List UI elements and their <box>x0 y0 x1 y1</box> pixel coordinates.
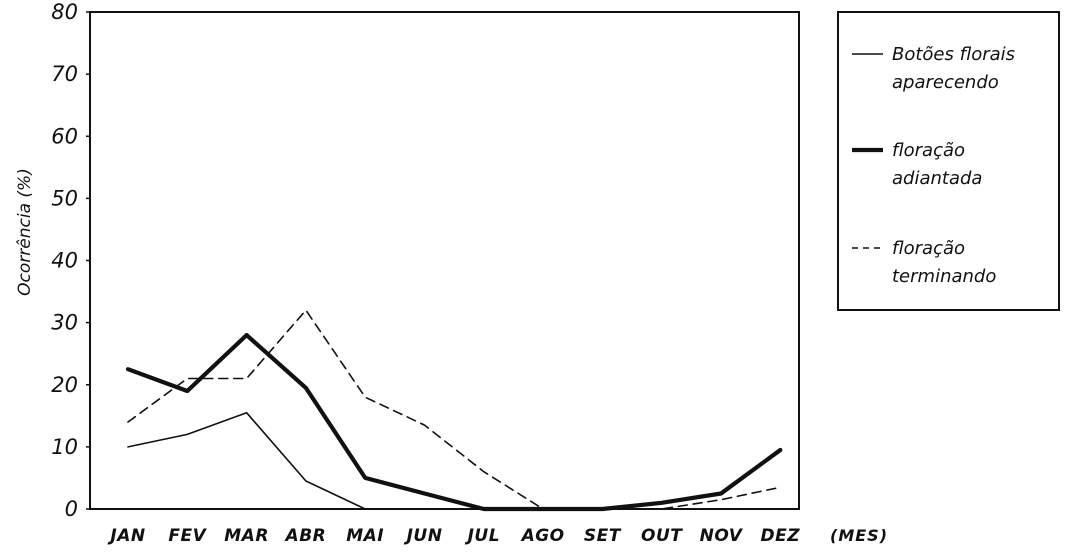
legend-label-2: floração <box>892 140 965 161</box>
y-tick-label: 60 <box>51 124 78 148</box>
plot-frame <box>89 11 800 510</box>
y-tick-label: 10 <box>51 435 78 459</box>
x-tick-label: MAI <box>346 526 384 546</box>
x-tick-label: OUT <box>641 526 683 546</box>
x-tick-label: SET <box>584 526 622 546</box>
x-tick-label: FEV <box>168 526 207 546</box>
y-tick-label: 30 <box>51 311 78 335</box>
y-tick-label: 0 <box>65 497 78 521</box>
x-tick-label: AGO <box>520 526 565 546</box>
legend-label-1-line2: aparecendo <box>892 72 999 93</box>
legend: Botões florais aparecendo floração adiantad… <box>852 44 1015 287</box>
y-tick-label: 50 <box>51 186 78 210</box>
y-tick-label: 20 <box>51 373 78 397</box>
y-tick-label: 40 <box>51 249 78 273</box>
legend-label-2-line2: adiantada <box>892 168 982 189</box>
x-tick-label: DEZ <box>761 526 801 546</box>
x-axis-unit: (MES) <box>830 526 888 545</box>
y-axis-label: Ocorrência (%) <box>15 168 35 296</box>
y-tick-label: 80 <box>51 0 78 24</box>
legend-label-1: Botões florais <box>892 44 1015 65</box>
x-tick-label: JAN <box>107 526 145 546</box>
series-line-3 <box>127 309 782 510</box>
series-layer <box>125 309 783 512</box>
x-axis: JAN FEV MAR ABR MAI JUN JUL AGO SET OUT NOV DEZ <box>107 526 801 546</box>
y-axis: 0 10 20 30 40 50 60 70 80 <box>51 0 91 521</box>
x-tick-label: MAR <box>224 526 269 546</box>
legend-label-3-line2: terminando <box>892 266 996 287</box>
legend-label-3: floração <box>892 238 965 259</box>
x-tick-label: NOV <box>700 526 744 546</box>
legend-box <box>837 11 1060 311</box>
x-tick-label: JUN <box>404 526 443 546</box>
y-tick-label: 70 <box>51 62 78 86</box>
x-tick-label: ABR <box>284 526 327 546</box>
x-tick-label: JUL <box>465 526 500 546</box>
series-line-2 <box>125 333 783 512</box>
